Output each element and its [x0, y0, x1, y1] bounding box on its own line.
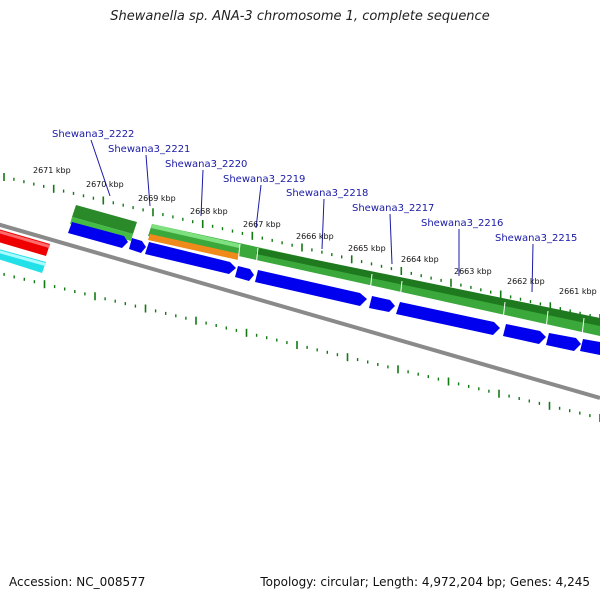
cds-arrow-2214	[546, 333, 581, 351]
inner-tick-track	[3, 272, 600, 422]
tick-label-2666: 2666 kbp	[296, 232, 334, 241]
map-title: Shewanella sp. ANA-3 chromosome 1, compl…	[110, 9, 490, 24]
tick-label-2669: 2669 kbp	[138, 194, 176, 203]
cds-arrow-2217	[369, 296, 395, 312]
gene-divider-6	[545, 310, 549, 330]
cds-arrow-2215	[503, 324, 546, 344]
gene-divider-7	[581, 317, 585, 337]
gene-labels: Shewana3_2222 Shewana3_2221 Shewana3_222…	[52, 129, 577, 293]
gene-track	[70, 205, 600, 337]
gene-label-2217[interactable]: Shewana3_2217	[352, 203, 434, 214]
cds-arrow-2216	[396, 302, 500, 335]
tick-label-2662: 2662 kbp	[507, 277, 545, 286]
gene-leader-2219	[255, 184, 262, 229]
gene-leader-2218	[321, 198, 325, 250]
gene-divider-3	[369, 273, 373, 293]
gene-block-dark-run	[256, 248, 600, 326]
tick-label-2670: 2670 kbp	[86, 180, 124, 189]
gene-label-2219[interactable]: Shewana3_2219	[223, 174, 305, 185]
gene-label-2220[interactable]: Shewana3_2220	[165, 159, 247, 170]
tick-labels: 2671 kbp 2670 kbp 2669 kbp 2668 kbp 2667…	[33, 166, 597, 296]
outer-tick-track	[3, 173, 600, 322]
gene-leader-2222	[90, 139, 111, 197]
tick-label-2664: 2664 kbp	[401, 255, 439, 264]
cds-track	[68, 222, 600, 355]
gene-label-2222[interactable]: Shewana3_2222	[52, 129, 134, 140]
gene-leader-2215	[531, 243, 534, 293]
accession-text: Accession: NC_008577	[9, 575, 146, 589]
cds-arrow-2221	[129, 238, 146, 253]
tick-label-2671: 2671 kbp	[33, 166, 71, 175]
tick-label-2667: 2667 kbp	[243, 220, 281, 229]
cds-arrow-2218	[255, 270, 367, 306]
feature-cyan-highlight	[0, 250, 46, 266]
gene-block-2220-highlight	[151, 224, 240, 248]
gene-block-2220-orange	[148, 234, 240, 260]
tick-label-2665: 2665 kbp	[348, 244, 386, 253]
gene-label-2218[interactable]: Shewana3_2218	[286, 188, 368, 199]
gene-leader-2217	[389, 213, 393, 265]
gene-label-2216[interactable]: Shewana3_2216	[421, 218, 503, 229]
cds-arrow-2219	[235, 266, 254, 281]
topology-summary: Topology: circular; Length: 4,972,204 bp…	[260, 575, 590, 589]
gene-label-2221[interactable]: Shewana3_2221	[108, 144, 190, 155]
cds-arrow-2220	[145, 242, 236, 274]
tick-label-2668: 2668 kbp	[190, 207, 228, 216]
gene-leader-2221	[145, 154, 151, 207]
cds-arrow-2222	[68, 222, 128, 248]
backbone-line	[0, 222, 600, 400]
feature-red-highlight	[0, 230, 50, 248]
gene-divider-4	[399, 280, 403, 300]
gene-divider-1	[237, 243, 241, 263]
tick-label-2661: 2661 kbp	[559, 287, 597, 296]
gene-divider-2	[255, 247, 259, 267]
tick-label-2663: 2663 kbp	[454, 267, 492, 276]
gene-label-2215[interactable]: Shewana3_2215	[495, 233, 577, 244]
gene-leader-2220	[200, 169, 204, 217]
gene-block-2222	[72, 205, 137, 234]
cds-arrow-2213	[580, 339, 600, 355]
gene-divider-5	[502, 301, 506, 321]
